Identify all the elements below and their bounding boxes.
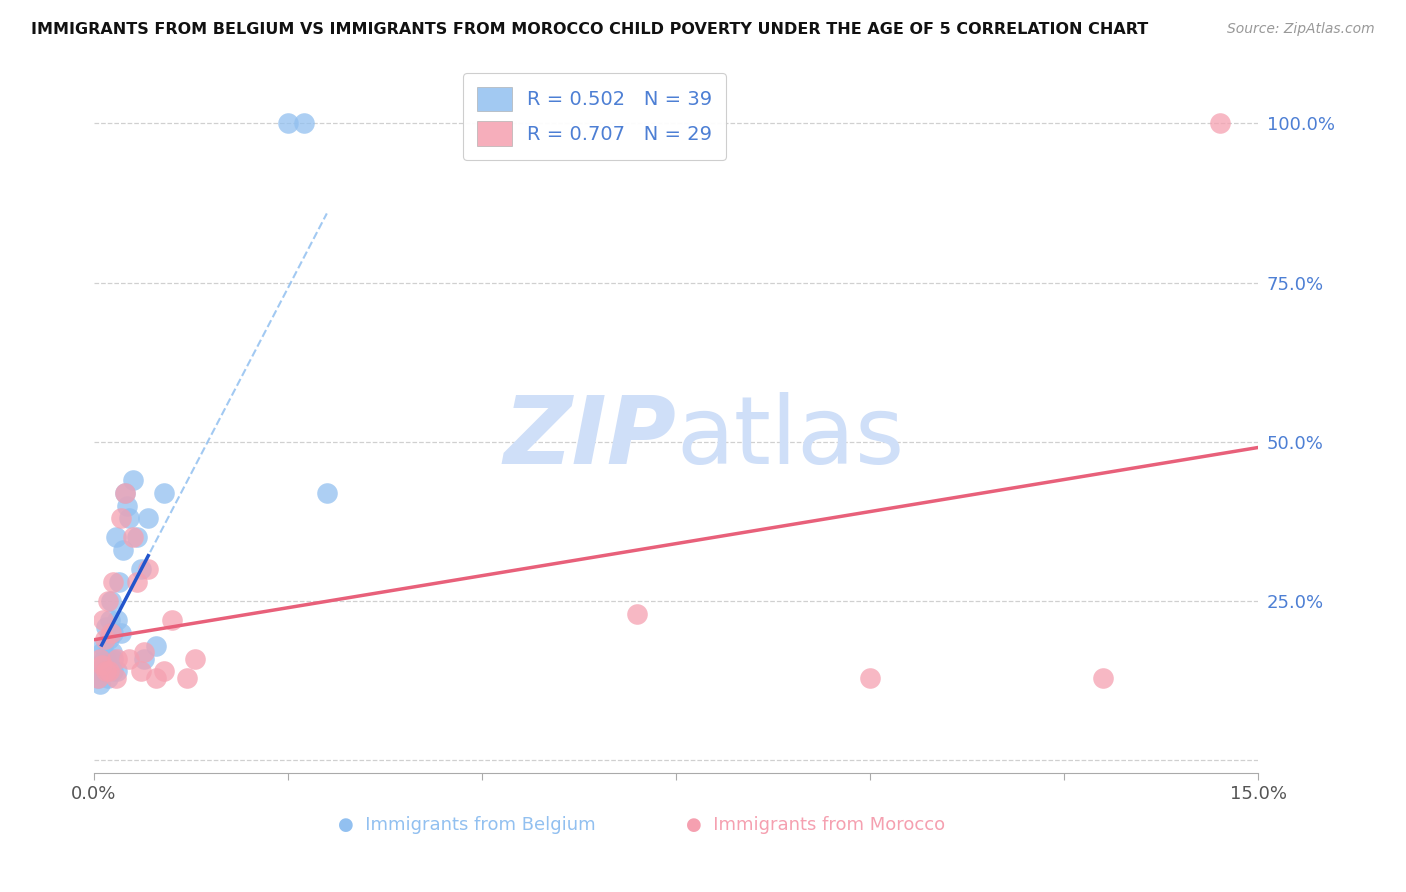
Point <box>121 473 143 487</box>
Point <box>90 657 112 672</box>
Point <box>94 665 117 679</box>
Point <box>134 651 156 665</box>
Point <box>152 665 174 679</box>
Point <box>110 626 132 640</box>
Point <box>105 613 128 627</box>
Point <box>97 671 120 685</box>
Point <box>315 486 337 500</box>
Point <box>91 657 114 672</box>
Point <box>91 613 114 627</box>
Point <box>89 651 111 665</box>
Point <box>129 562 152 576</box>
Text: atlas: atlas <box>676 392 904 483</box>
Point <box>145 639 167 653</box>
Point <box>101 645 124 659</box>
Point <box>125 531 148 545</box>
Legend: R = 0.502   N = 39, R = 0.707   N = 29: R = 0.502 N = 39, R = 0.707 N = 29 <box>463 73 725 160</box>
Point <box>87 671 110 685</box>
Point <box>112 543 135 558</box>
Point <box>93 657 115 672</box>
Point <box>136 562 159 576</box>
Point <box>87 671 110 685</box>
Point <box>103 651 125 665</box>
Point <box>103 575 125 590</box>
Point <box>859 671 882 685</box>
Point <box>152 486 174 500</box>
Point <box>134 645 156 659</box>
Text: ●  Immigrants from Belgium: ● Immigrants from Belgium <box>337 816 595 834</box>
Point <box>97 594 120 608</box>
Point <box>90 665 112 679</box>
Point <box>96 665 118 679</box>
Point <box>1208 116 1230 130</box>
Text: Source: ZipAtlas.com: Source: ZipAtlas.com <box>1227 22 1375 37</box>
Point <box>97 657 120 672</box>
Point <box>125 575 148 590</box>
Point <box>105 651 128 665</box>
Point <box>114 486 136 500</box>
Point <box>136 511 159 525</box>
Point <box>100 626 122 640</box>
Point <box>176 671 198 685</box>
Point <box>160 613 183 627</box>
Point <box>100 594 122 608</box>
Text: ●  Immigrants from Morocco: ● Immigrants from Morocco <box>686 816 945 834</box>
Point <box>145 671 167 685</box>
Point <box>118 651 141 665</box>
Point <box>1092 671 1115 685</box>
Point <box>98 613 121 627</box>
Point <box>91 639 114 653</box>
Point <box>98 632 121 647</box>
Point <box>98 651 121 665</box>
Point <box>110 511 132 525</box>
Point <box>103 665 125 679</box>
Text: ZIP: ZIP <box>503 392 676 483</box>
Point <box>277 116 299 130</box>
Point <box>184 651 207 665</box>
Point <box>90 645 112 659</box>
Point <box>129 665 152 679</box>
Point <box>98 665 121 679</box>
Point <box>94 651 117 665</box>
Point <box>104 531 127 545</box>
Point <box>118 511 141 525</box>
Point <box>114 486 136 500</box>
Point <box>96 620 118 634</box>
Point <box>115 499 138 513</box>
Point <box>105 665 128 679</box>
Point <box>626 607 648 621</box>
Point <box>107 575 129 590</box>
Point <box>121 531 143 545</box>
Point <box>94 632 117 647</box>
Point <box>101 626 124 640</box>
Point <box>89 677 111 691</box>
Text: IMMIGRANTS FROM BELGIUM VS IMMIGRANTS FROM MOROCCO CHILD POVERTY UNDER THE AGE O: IMMIGRANTS FROM BELGIUM VS IMMIGRANTS FR… <box>31 22 1149 37</box>
Point <box>104 671 127 685</box>
Point <box>292 116 315 130</box>
